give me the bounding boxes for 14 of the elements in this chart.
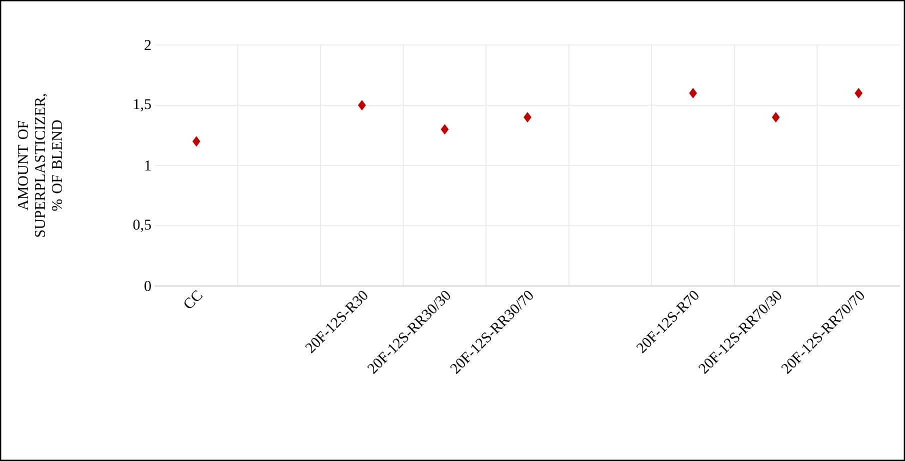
y-tick-label: 0 — [144, 280, 151, 292]
point — [440, 124, 449, 135]
point — [358, 100, 366, 110]
x-tick-label: CC — [184, 290, 203, 308]
point — [192, 136, 200, 147]
point — [689, 88, 698, 98]
y-tick-label: 1 — [145, 160, 151, 170]
y-axis-title: AMOUNT OF SUPERPLASTICIZER, % OF BLEND — [18, 94, 62, 237]
y-tick-label: 0,5 — [133, 220, 151, 232]
point — [772, 112, 780, 122]
point — [524, 112, 532, 122]
y-tick-label: 1,5 — [134, 99, 151, 112]
point — [854, 88, 863, 98]
y-tick-label: 2 — [144, 40, 151, 50]
